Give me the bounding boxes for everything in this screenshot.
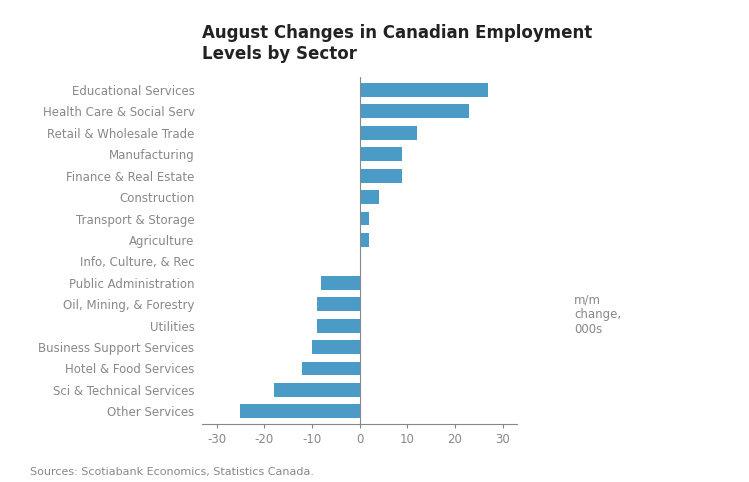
Text: August Changes in Canadian Employment
Levels by Sector: August Changes in Canadian Employment Le…: [202, 24, 592, 63]
Bar: [360, 126, 416, 140]
Bar: [317, 319, 360, 333]
Bar: [303, 362, 360, 375]
Bar: [321, 276, 360, 290]
Bar: [240, 404, 360, 418]
Bar: [360, 105, 469, 119]
Bar: [312, 340, 360, 354]
Bar: [360, 190, 378, 204]
Text: Sources: Scotiabank Economics, Statistics Canada.: Sources: Scotiabank Economics, Statistic…: [30, 467, 314, 477]
Bar: [317, 297, 360, 311]
Bar: [273, 383, 360, 397]
Bar: [360, 83, 488, 97]
Bar: [360, 233, 369, 247]
Bar: [360, 212, 369, 226]
Bar: [360, 169, 402, 183]
Text: m/m
change,
000s: m/m change, 000s: [574, 294, 621, 336]
Bar: [360, 147, 402, 161]
